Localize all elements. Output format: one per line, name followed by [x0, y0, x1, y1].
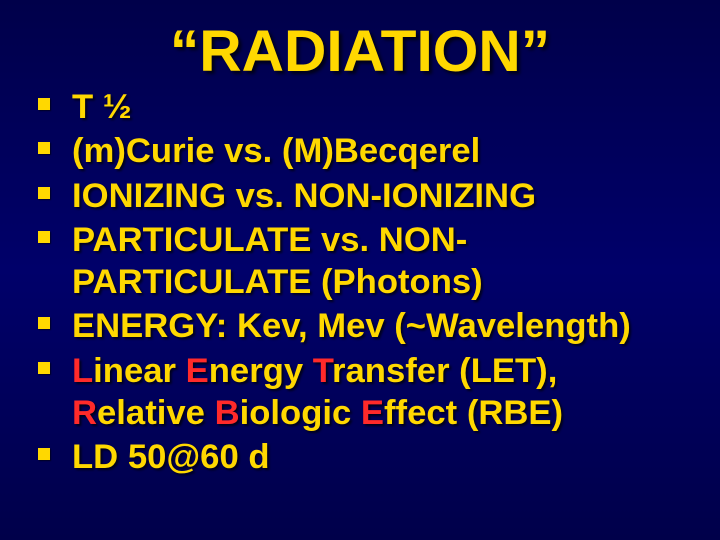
- bullet-item: LD 50@60 d: [38, 436, 696, 478]
- accent-letter: E: [361, 394, 384, 432]
- bullet-item: (m)Curie vs. (M)Becqerel: [38, 130, 696, 172]
- bullet-text: iologic: [240, 394, 361, 432]
- bullet-text: ffect (RBE): [384, 394, 563, 432]
- accent-letter: B: [215, 394, 240, 432]
- bullet-text: elative: [97, 394, 215, 432]
- accent-letter: L: [72, 352, 93, 390]
- bullet-item: PARTICULATE vs. NON-PARTICULATE (Photons…: [38, 219, 696, 304]
- bullet-item: Linear Energy Transfer (LET), Relative B…: [38, 350, 696, 435]
- accent-letter: T: [313, 352, 332, 390]
- accent-letter: E: [186, 352, 209, 390]
- bullet-text: ransfer (LET),: [332, 352, 557, 390]
- bullet-item: ENERGY: Kev, Mev (~Wavelength): [38, 305, 696, 347]
- bullet-list: T ½(m)Curie vs. (M)BecqerelIONIZING vs. …: [38, 86, 696, 481]
- bullet-item: IONIZING vs. NON-IONIZING: [38, 175, 696, 217]
- bullet-text: nergy: [209, 352, 313, 390]
- slide-title: “RADIATION”: [0, 0, 720, 85]
- bullet-text: inear: [93, 352, 185, 390]
- bullet-item: T ½: [38, 86, 696, 128]
- accent-letter: R: [72, 394, 97, 432]
